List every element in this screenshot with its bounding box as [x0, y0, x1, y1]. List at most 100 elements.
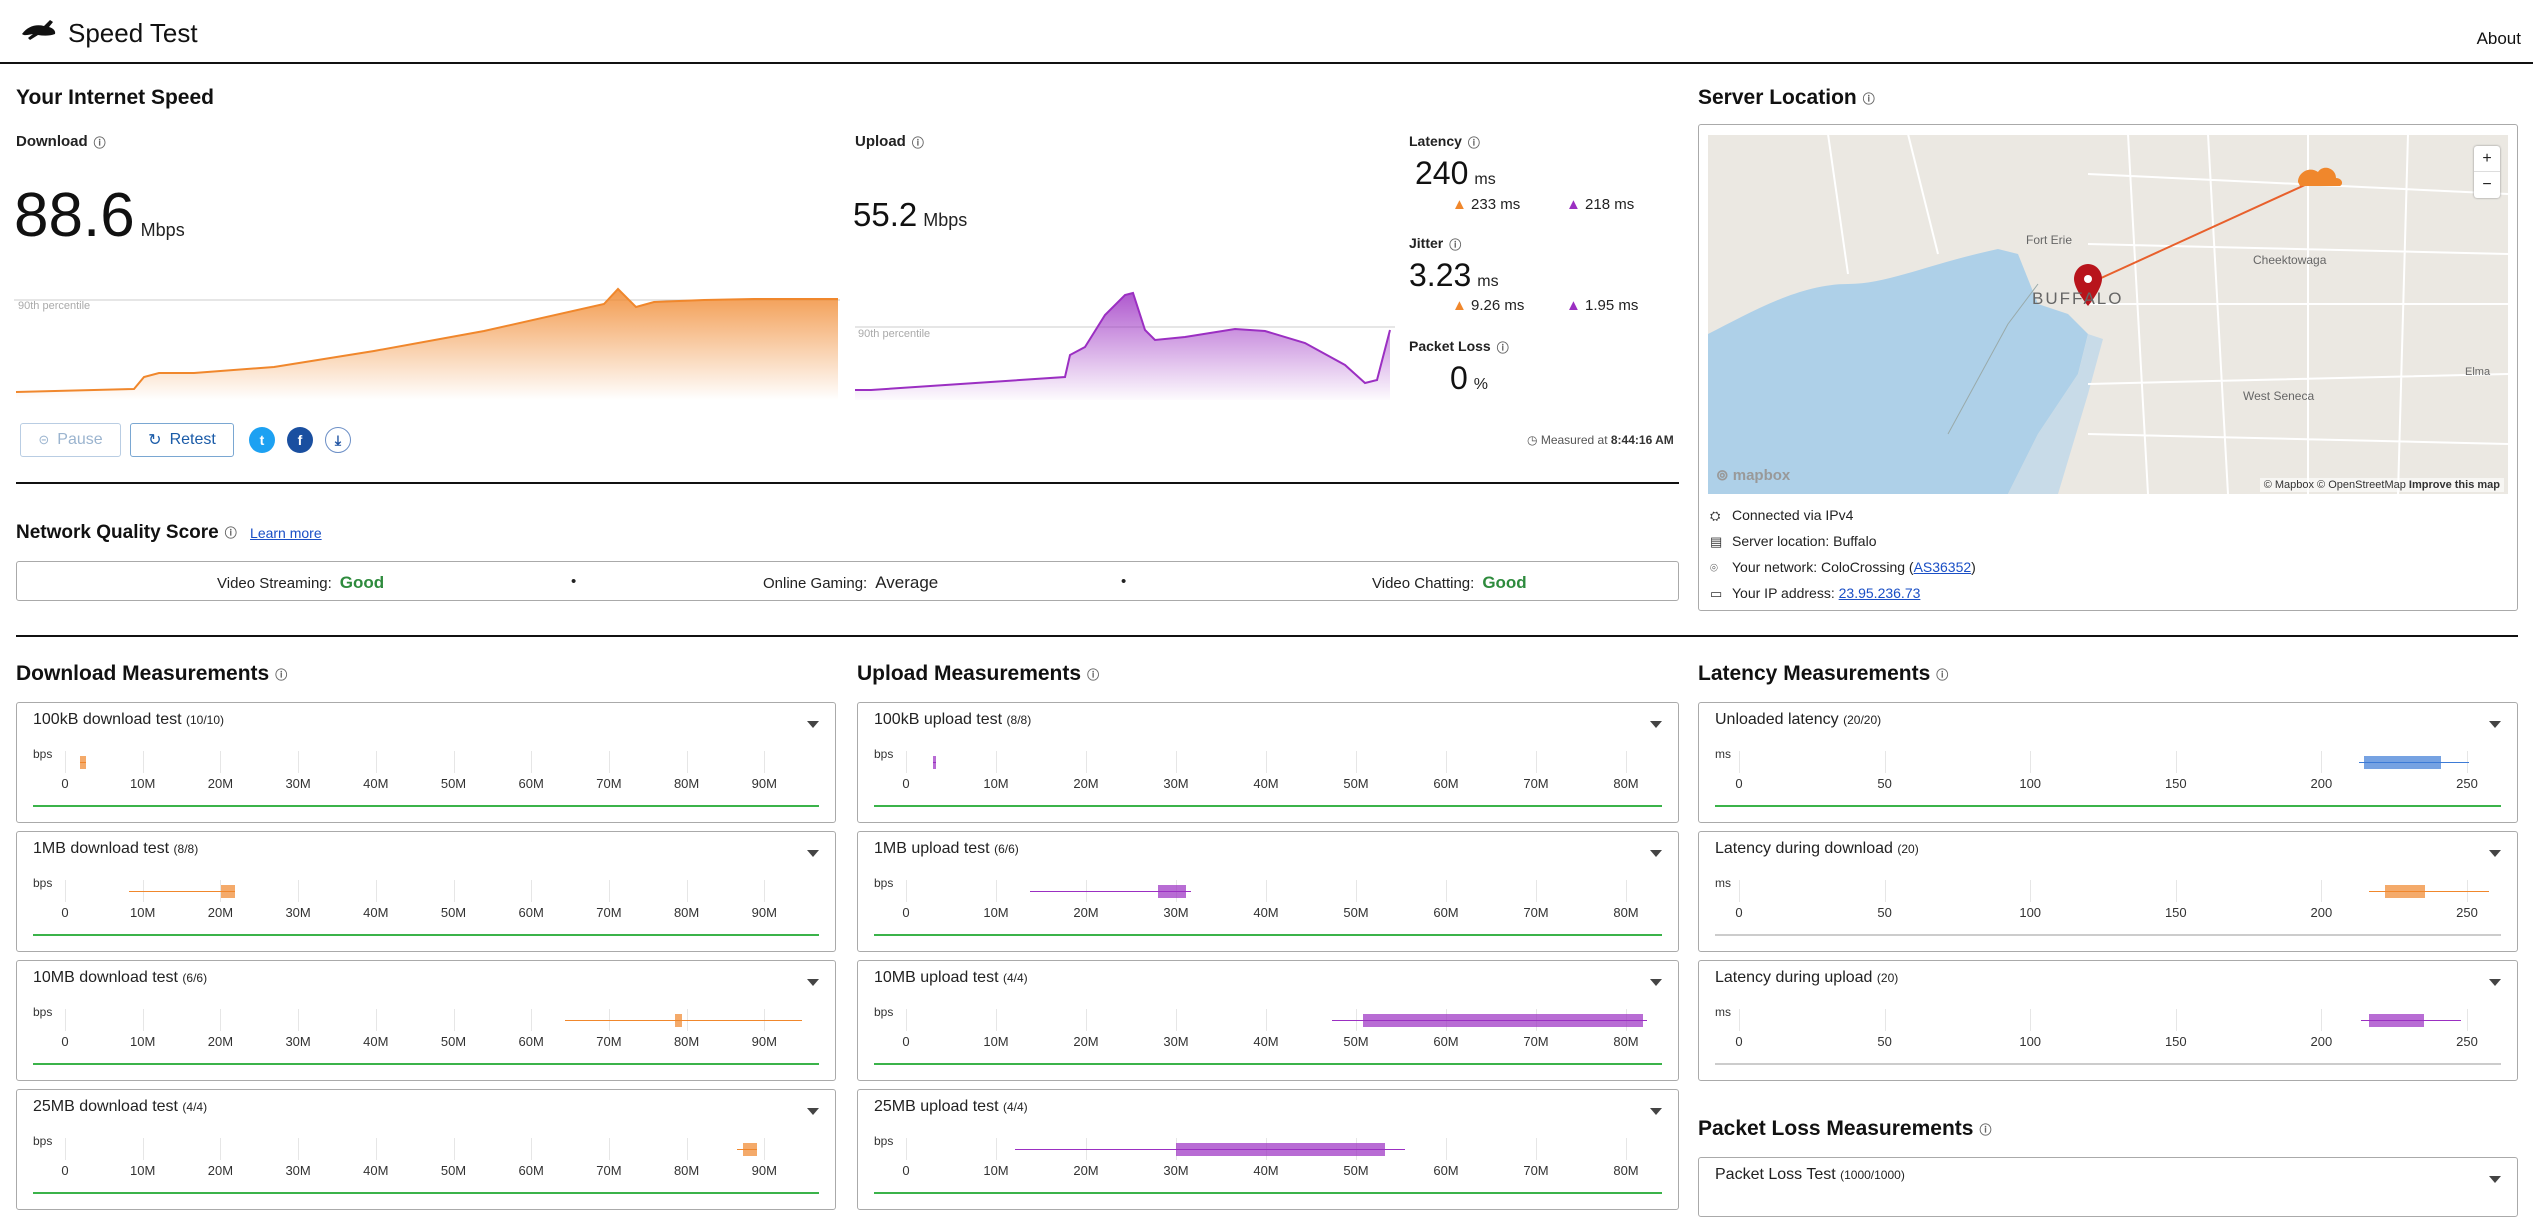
- tick-label: 50: [1877, 1034, 1892, 1049]
- tick-label: 200: [2310, 1034, 2333, 1049]
- server-icon: ▤: [1710, 534, 1723, 549]
- tick-label: 100: [2019, 776, 2042, 791]
- tick-label: 80M: [1613, 776, 1639, 791]
- retest-button[interactable]: ↻ Retest: [130, 423, 234, 457]
- info-icon[interactable]: ⓘ: [1862, 91, 1875, 106]
- info-icon[interactable]: ⓘ: [224, 526, 237, 541]
- info-icon[interactable]: ⓘ: [1087, 667, 1100, 682]
- info-icon[interactable]: ⓘ: [275, 667, 288, 682]
- tick-label: 40M: [363, 1034, 389, 1049]
- tick-label: 10M: [130, 905, 156, 920]
- separator: •: [1121, 573, 1127, 590]
- zoom-out-button[interactable]: −: [2482, 176, 2492, 193]
- download-percentile-label: 90th percentile: [18, 300, 91, 312]
- box-plot[interactable]: [743, 1143, 757, 1156]
- tick-label: 70M: [1523, 1034, 1549, 1049]
- measurement-card[interactable]: 25MB upload test (4/4) bps 0 10M 20M 30M 40M 50…: [857, 1089, 1679, 1210]
- measurement-card[interactable]: 100kB upload test (8/8) bps 0 10M 20M 30M 40M 5…: [857, 702, 1679, 823]
- upload-speed: 55.2 Mbps: [853, 196, 968, 233]
- improve-map-link[interactable]: Improve this map: [2408, 479, 2500, 491]
- chevron-down-icon[interactable]: [1650, 1108, 1662, 1115]
- grid-line: [453, 880, 455, 902]
- ip-address-link[interactable]: 23.95.236.73: [1838, 585, 1921, 601]
- map[interactable]: Fort Erie BUFFALO Cheektowaga West Senec…: [1708, 134, 2508, 494]
- measurement-card[interactable]: 10MB download test (6/6) bps 0 10M 20M 30M 40M…: [16, 960, 836, 1081]
- grid-line: [531, 1009, 533, 1031]
- grid-line: [608, 880, 610, 902]
- info-icon[interactable]: ⓘ: [1496, 340, 1509, 355]
- box-plot[interactable]: [1176, 1143, 1385, 1156]
- chevron-down-icon[interactable]: [2489, 721, 2501, 728]
- tick-label: 30M: [1163, 1034, 1189, 1049]
- grid-line: [531, 1138, 533, 1160]
- chevron-down-icon[interactable]: [2489, 1176, 2501, 1183]
- grid-line: [1739, 880, 1740, 902]
- about-link[interactable]: About: [2476, 29, 2521, 48]
- box-plot[interactable]: [2369, 1014, 2424, 1027]
- info-icon[interactable]: ⓘ: [1449, 237, 1462, 252]
- asn-link[interactable]: AS36352: [1913, 559, 1972, 575]
- facebook-share-icon[interactable]: f: [287, 427, 313, 453]
- grid-line: [764, 880, 766, 902]
- tick-label: 70M: [596, 776, 622, 791]
- info-icon[interactable]: ⓘ: [1936, 667, 1949, 682]
- app-title[interactable]: Speed Test: [68, 18, 198, 48]
- tick-label: 90M: [751, 1034, 777, 1049]
- chevron-down-icon[interactable]: [2489, 979, 2501, 986]
- box-plot[interactable]: [675, 1014, 682, 1027]
- box-plot[interactable]: [80, 756, 86, 769]
- box-plot[interactable]: [2364, 756, 2441, 769]
- info-icon[interactable]: ⓘ: [93, 135, 106, 150]
- grid-line: [686, 751, 688, 773]
- chevron-down-icon[interactable]: [807, 721, 819, 728]
- zoom-in-button[interactable]: +: [2474, 146, 2500, 172]
- video-streaming-score: Video Streaming: Good: [217, 573, 385, 592]
- measurement-card[interactable]: 10MB upload test (4/4) bps 0 10M 20M 30M 40M 50…: [857, 960, 1679, 1081]
- grid-line: [65, 880, 66, 902]
- tick-label: 80M: [673, 905, 700, 920]
- info-icon[interactable]: ⓘ: [1467, 135, 1480, 150]
- measurement-card[interactable]: Latency during upload (20) ms 0 50 100 150 200…: [1698, 960, 2518, 1081]
- download-measurements-title: Download Measurements ⓘ: [16, 662, 288, 685]
- box-plot[interactable]: [1158, 885, 1186, 898]
- grid-line: [2321, 1009, 2323, 1031]
- grid-line: [1446, 880, 1447, 902]
- measurement-card[interactable]: 25MB download test (4/4) bps 0 10M 20M 30M 40M…: [16, 1089, 836, 1210]
- tick-label: 250: [2456, 905, 2478, 920]
- tick-label: 0: [1735, 905, 1743, 920]
- info-icon[interactable]: ⓘ: [911, 135, 924, 150]
- box-plot[interactable]: [221, 885, 235, 898]
- chevron-down-icon[interactable]: [807, 1108, 819, 1115]
- measurement-card[interactable]: Packet Loss Test (1000/1000): [1698, 1157, 2518, 1217]
- chevron-down-icon[interactable]: [807, 850, 819, 857]
- latency-label: Latency ⓘ: [1409, 133, 1480, 150]
- box-plot[interactable]: [2385, 885, 2425, 898]
- learn-more-link[interactable]: Learn more: [250, 525, 322, 541]
- measurement-card[interactable]: 1MB download test (8/8) bps 0 10M 20M 30M 40M 5…: [16, 831, 836, 952]
- measurement-title: Latency during upload (20): [1715, 969, 1899, 986]
- twitter-share-icon[interactable]: t: [249, 427, 275, 453]
- measurement-card[interactable]: 100kB download test (10/10) bps 0 10M 20M 30M…: [16, 702, 836, 823]
- chevron-down-icon[interactable]: [1650, 850, 1662, 857]
- measurement-card[interactable]: Unloaded latency (20/20) ms 0 50 100 150 200 25…: [1698, 702, 2518, 823]
- tick-label: 60M: [1433, 905, 1459, 920]
- tick-label: 30M: [1163, 1163, 1189, 1178]
- map-attribution[interactable]: © Mapbox © OpenStreetMap Improve this ma…: [2259, 478, 2504, 492]
- measurement-card[interactable]: 1MB upload test (6/6) bps 0 10M 20M 30M 40M 50M…: [857, 831, 1679, 952]
- tick-label: 0: [902, 1034, 910, 1049]
- pause-icon: ⊝: [38, 432, 50, 447]
- box-plot[interactable]: [1363, 1014, 1643, 1027]
- map-zoom-control: + −: [2474, 146, 2500, 198]
- info-icon[interactable]: ⓘ: [1979, 1122, 1992, 1137]
- chevron-down-icon[interactable]: [807, 979, 819, 986]
- grid-line: [65, 751, 66, 773]
- measurement-card[interactable]: Latency during download (20) ms 0 50 100 150 2…: [1698, 831, 2518, 952]
- chevron-down-icon[interactable]: [1650, 979, 1662, 986]
- mapbox-logo[interactable]: ⊚ mapbox: [1716, 467, 1791, 484]
- chevron-down-icon[interactable]: [2489, 850, 2501, 857]
- box-plot[interactable]: [933, 756, 936, 769]
- tick-label: 40M: [363, 1163, 389, 1178]
- download-results-icon[interactable]: ⤓: [325, 427, 351, 453]
- pause-button[interactable]: ⊝ Pause: [20, 423, 121, 457]
- chevron-down-icon[interactable]: [1650, 721, 1662, 728]
